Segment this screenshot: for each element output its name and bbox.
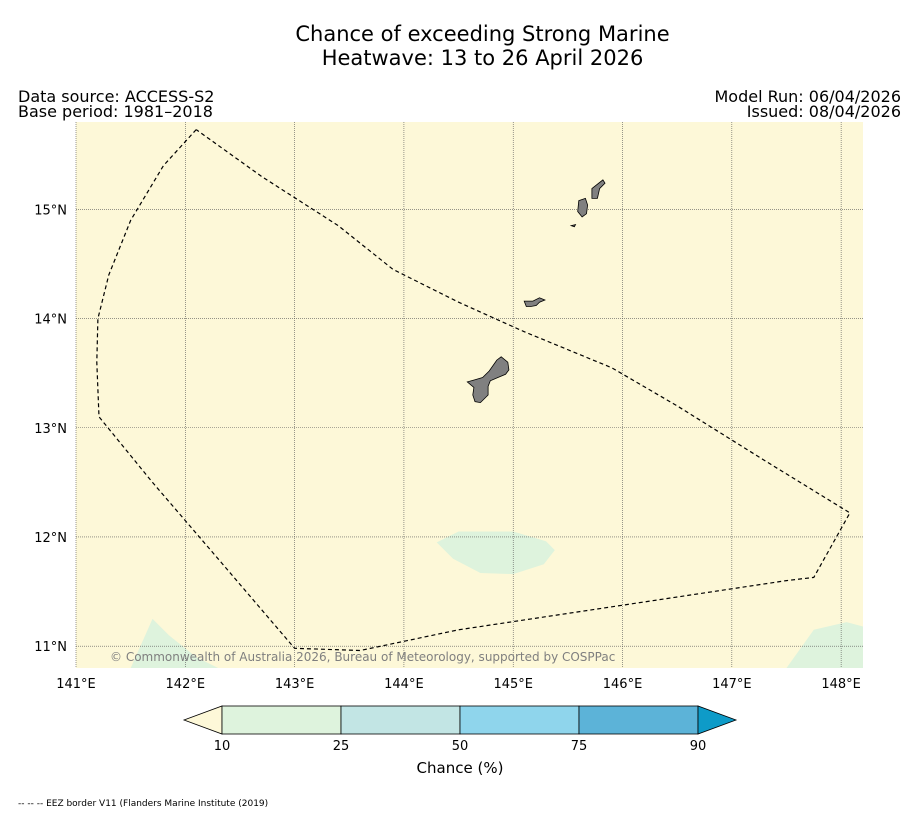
colorbar-level-label: 25 — [333, 739, 350, 754]
lon-tick-label: 145°E — [493, 677, 533, 692]
colorbar-bin-10-25 — [221, 705, 342, 735]
issued-label: Issued: 08/04/2026 — [746, 102, 901, 121]
graticule — [75, 122, 863, 668]
model-run-label: Model Run: 06/04/2026 — [714, 87, 902, 106]
probability-contours — [130, 531, 863, 668]
eez-footnote: -- -- -- EEZ border V11 (Flanders Marine… — [18, 799, 269, 809]
axis-tick-labels: 141°E 142°E 143°E 144°E 145°E 146°E 147°E 148°E… — [34, 203, 861, 692]
lon-tick-label: 146°E — [603, 677, 643, 692]
data-source-label: Data source: ACCESS-S2 — [18, 87, 215, 106]
contour-patch-3 — [786, 622, 863, 668]
island-rota — [523, 297, 546, 307]
base-period-label: Base period: 1981–2018 — [18, 102, 213, 121]
colorbar-under-arrow — [182, 705, 223, 735]
copyright-notice: © Commonwealth of Australia 2026, Bureau… — [110, 650, 615, 664]
lat-tick-label: 14°N — [34, 313, 67, 328]
lat-tick-label: 11°N — [34, 640, 67, 655]
colorbar-level-label: 50 — [452, 739, 469, 754]
island-aguijan — [569, 223, 577, 228]
colorbar-level-label: 10 — [214, 739, 231, 754]
colorbar-level-label: 75 — [571, 739, 588, 754]
lon-tick-label: 147°E — [712, 677, 752, 692]
lon-tick-label: 142°E — [166, 677, 206, 692]
colorbar-legend: 10 25 50 75 90 — [182, 705, 738, 754]
title-line-2: Heatwave: 13 to 26 April 2026 — [321, 46, 644, 70]
map-background — [76, 122, 863, 668]
lon-tick-label: 148°E — [821, 677, 861, 692]
chart-title: Chance of exceeding Strong Marine Heatwa… — [0, 22, 919, 70]
colorbar-over-arrow — [697, 705, 738, 735]
colorbar-bin-75-90 — [578, 705, 699, 735]
lat-tick-label: 15°N — [34, 203, 67, 218]
island-guam — [466, 356, 510, 404]
contour-patch-2 — [130, 618, 219, 668]
island-tinian — [577, 197, 589, 218]
contour-patch-1 — [436, 531, 555, 575]
metadata-right: Model Run: 06/04/2026 Issued: 08/04/2026 — [714, 87, 902, 121]
colorbar-level-label: 90 — [690, 739, 707, 754]
colorbar-bin-25-50 — [340, 705, 461, 735]
lon-tick-label: 143°E — [275, 677, 315, 692]
title-line-1: Chance of exceeding Strong Marine — [295, 22, 670, 46]
island-saipan — [591, 179, 606, 199]
metadata-left: Data source: ACCESS-S2 Base period: 1981… — [18, 87, 215, 121]
lon-tick-label: 141°E — [56, 677, 96, 692]
colorbar-title: Chance (%) — [417, 759, 504, 777]
colorbar-bin-50-75 — [459, 705, 580, 735]
land-masses — [466, 179, 606, 404]
lon-tick-label: 144°E — [384, 677, 424, 692]
lat-tick-label: 13°N — [34, 422, 67, 437]
lat-tick-label: 12°N — [34, 531, 67, 546]
